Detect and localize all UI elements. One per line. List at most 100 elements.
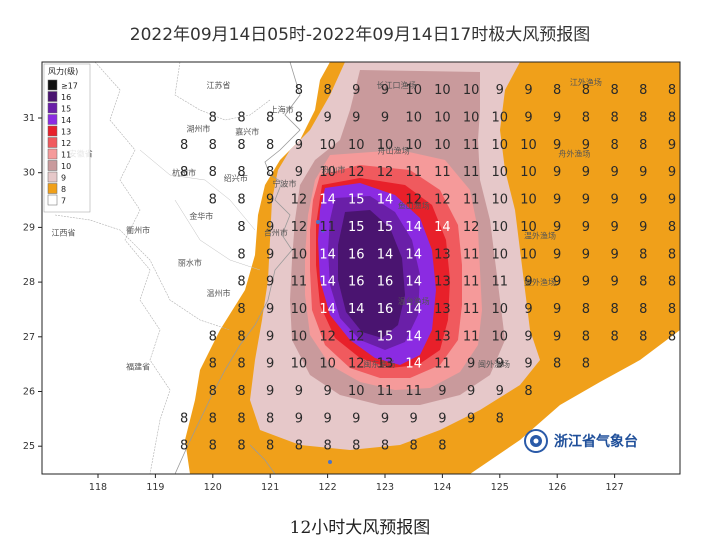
- legend-label: 16: [61, 93, 71, 102]
- wind-grade-value: 15: [348, 193, 365, 208]
- wind-grade-value: 8: [524, 384, 532, 399]
- wind-grade-value: 9: [295, 138, 303, 153]
- place-label: 杭州市: [172, 167, 196, 177]
- wind-grade-value: 14: [405, 220, 422, 235]
- place-label: 舟山市: [321, 165, 345, 175]
- wind-grade-value: 8: [295, 439, 303, 454]
- legend-swatch: [47, 114, 58, 125]
- wind-grade-value: 8: [610, 138, 618, 153]
- wind-grade-value: 9: [582, 138, 590, 153]
- place-label: 福建省: [126, 362, 150, 372]
- wind-grade-value: 15: [377, 220, 394, 235]
- wind-grade-value: 8: [266, 439, 274, 454]
- legend-label: 13: [61, 128, 71, 137]
- lat-tick-label: 30: [23, 168, 35, 179]
- place-label: 金华市: [189, 211, 213, 221]
- wind-grade-value: 8: [237, 220, 245, 235]
- place-label: 舟山渔场: [378, 146, 410, 156]
- wind-grade-value: 10: [492, 193, 509, 208]
- legend-swatch: [47, 160, 58, 171]
- legend-swatch: [47, 171, 58, 183]
- place-label: 江外渔场: [570, 77, 602, 87]
- wind-grade-value: 14: [319, 193, 336, 208]
- wind-grade-value: 14: [405, 247, 422, 262]
- place-label: 绍兴市: [224, 173, 248, 183]
- place-label: 温外渔场: [524, 230, 556, 240]
- place-label: 闽外渔场: [478, 359, 510, 369]
- wind-grade-value: 14: [377, 193, 394, 208]
- wind-grade-value: 9: [553, 111, 561, 126]
- place-label: 鱼外渔场: [524, 277, 556, 287]
- wind-grade-value: 8: [553, 357, 561, 372]
- wind-grade-value: 9: [582, 220, 590, 235]
- wind-grade-value: 9: [553, 275, 561, 290]
- wind-grade-value: 8: [582, 302, 590, 317]
- wind-grade-value: 9: [496, 83, 504, 98]
- wind-grade-value: 9: [553, 138, 561, 153]
- lon-tick-label: 127: [606, 482, 624, 493]
- lat-tick-label: 25: [23, 441, 35, 452]
- wind-grade-value: 11: [463, 165, 480, 180]
- wind-grade-value: 8: [668, 302, 676, 317]
- place-label: 衢州市: [126, 225, 150, 235]
- wind-grade-value: 8: [323, 439, 331, 454]
- wind-grade-value: 14: [377, 247, 394, 262]
- wind-grade-value: 15: [377, 329, 394, 344]
- place-label: 鱼山渔场: [398, 200, 430, 210]
- wind-grade-value: 16: [377, 275, 394, 290]
- legend-label: 15: [61, 105, 71, 114]
- wind-grade-value: 8: [610, 329, 618, 344]
- wind-grade-value: 12: [348, 329, 365, 344]
- wind-grade-value: 11: [463, 302, 480, 317]
- wind-grade-value: 10: [377, 138, 394, 153]
- wind-grade-value: 13: [434, 247, 451, 262]
- wind-grade-value: 8: [668, 329, 676, 344]
- place-label: 长江口渔场: [376, 80, 416, 90]
- wind-grade-value: 8: [295, 111, 303, 126]
- legend-swatch: [47, 125, 58, 137]
- wind-grade-value: 8: [496, 411, 504, 426]
- wind-grade-value: 9: [295, 384, 303, 399]
- legend-label: 8: [61, 185, 66, 194]
- wind-grade-value: 8: [237, 411, 245, 426]
- wind-grade-value: 8: [639, 111, 647, 126]
- wind-grade-value: 10: [291, 357, 308, 372]
- wind-grade-value: 9: [266, 247, 274, 262]
- wind-grade-value: 9: [438, 411, 446, 426]
- lon-tick-label: 121: [261, 482, 279, 493]
- lon-tick-label: 124: [433, 482, 451, 493]
- legend-swatch: [47, 137, 58, 148]
- legend-swatch: [47, 91, 58, 102]
- legend-swatch: [47, 148, 58, 160]
- wind-grade-value: 8: [237, 111, 245, 126]
- wind-grade-value: 8: [582, 329, 590, 344]
- wind-grade-value: 8: [352, 439, 360, 454]
- wind-grade-value: 8: [209, 439, 217, 454]
- wind-grade-value: 8: [668, 220, 676, 235]
- wind-grade-value: 9: [610, 193, 618, 208]
- wind-grade-value: 9: [524, 83, 532, 98]
- legend-label: 7: [61, 197, 66, 206]
- wind-grade-value: 16: [377, 302, 394, 317]
- wind-grade-value: 10: [520, 220, 537, 235]
- wind-grade-value: 9: [524, 357, 532, 372]
- wind-grade-value: 8: [582, 357, 590, 372]
- wind-grade-value: 9: [553, 220, 561, 235]
- wind-grade-value: 14: [319, 247, 336, 262]
- wind-grade-value: 9: [582, 247, 590, 262]
- wind-grade-value: 8: [639, 138, 647, 153]
- lon-tick-label: 125: [491, 482, 509, 493]
- wind-grade-value: 8: [266, 165, 274, 180]
- wind-grade-value: 9: [438, 384, 446, 399]
- legend-title: 风力(级): [48, 66, 78, 76]
- place-label: 湖州市: [186, 124, 210, 134]
- wind-grade-value: 13: [377, 357, 394, 372]
- wind-grade-value: 9: [352, 411, 360, 426]
- wind-grade-value: 8: [639, 275, 647, 290]
- wind-grade-value: 9: [524, 111, 532, 126]
- wind-grade-value: 9: [381, 111, 389, 126]
- map-frame: [41, 61, 681, 475]
- wind-grade-value: 8: [639, 83, 647, 98]
- wind-grade-value: 10: [319, 357, 336, 372]
- wind-grade-value: 9: [266, 193, 274, 208]
